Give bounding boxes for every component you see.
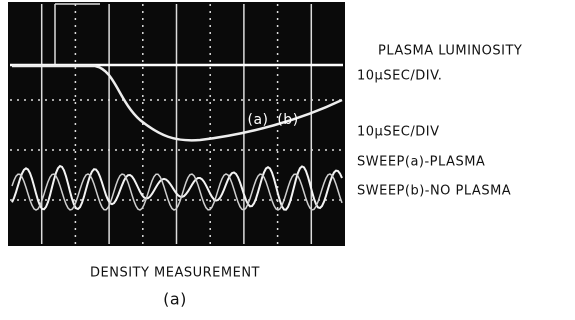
annotation: SWEEP(a)-PLASMA <box>357 155 485 170</box>
annotation: 10µSEC/DIV <box>357 125 439 140</box>
annotation: 10µSEC/DIV. <box>357 69 442 84</box>
caption-label: (a) <box>163 290 187 309</box>
annotation: SWEEP(b)-NO PLASMA <box>357 184 511 199</box>
annotation: PLASMA LUMINOSITY <box>378 44 522 59</box>
caption-title: DENSITY MEASUREMENT <box>90 266 260 281</box>
figure: (a) (b) PLASMA LUMINOSITY 10µSEC/DIV. 10… <box>0 0 575 316</box>
trace-label: (b) <box>277 112 298 128</box>
trace-label: (a) <box>247 112 268 128</box>
